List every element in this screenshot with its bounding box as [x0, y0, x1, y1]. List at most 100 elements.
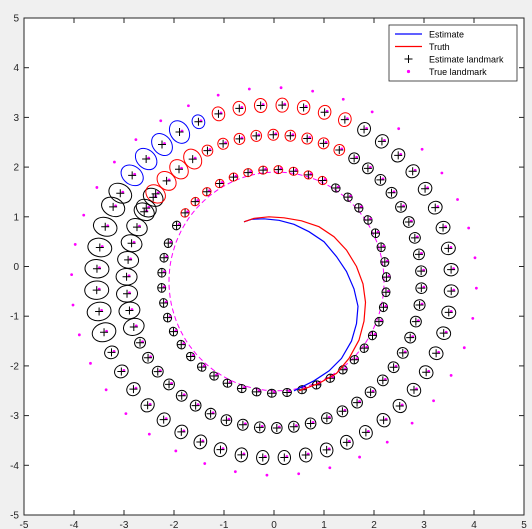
- true-landmark: [462, 346, 466, 350]
- estimate-landmark: [144, 353, 153, 362]
- covariance-ellipse: [428, 346, 444, 361]
- estimate-landmark: [244, 168, 253, 177]
- true-landmark: [358, 455, 361, 459]
- covariance-ellipse: [348, 152, 360, 165]
- covariance-ellipse: [362, 162, 374, 175]
- covariance-ellipse: [171, 220, 182, 231]
- covariance-ellipse: [211, 106, 226, 122]
- estimate-landmark: [280, 453, 289, 462]
- true-landmark: [89, 361, 92, 365]
- estimate-landmark: [127, 239, 136, 248]
- estimate-landmark: [235, 134, 244, 143]
- estimate-landmark: [153, 367, 162, 376]
- estimate-landmark: [186, 352, 195, 361]
- x-tick-label: -5: [20, 520, 29, 529]
- covariance-ellipse: [232, 100, 247, 116]
- estimate-landmark: [140, 207, 149, 216]
- covariance-ellipse: [380, 257, 390, 267]
- covariance-ellipse: [288, 420, 300, 433]
- estimate-landmark: [222, 416, 231, 425]
- covariance-ellipse: [364, 386, 377, 399]
- covariance-ellipse: [222, 378, 233, 388]
- estimate-landmark: [172, 221, 181, 230]
- estimate-landmark: [238, 420, 247, 429]
- estimate-landmark: [252, 131, 261, 140]
- estimate-landmark: [408, 167, 417, 176]
- estimate-landmark: [188, 155, 197, 164]
- truth-line: [243, 216, 367, 392]
- covariance-ellipse: [176, 339, 186, 350]
- estimate-landmark: [132, 223, 141, 232]
- true-landmark: [432, 399, 435, 403]
- estimate-landmark: [444, 244, 453, 253]
- estimate-landmark: [331, 183, 340, 192]
- estimate-landmark: [107, 348, 116, 357]
- covariance-ellipse: [331, 183, 341, 193]
- true-landmark: [385, 440, 389, 444]
- x-tick-label: -2: [170, 520, 179, 529]
- estimate-landmark: [342, 438, 351, 447]
- estimate-line: [243, 218, 359, 392]
- legend-label: Estimate landmark: [429, 55, 504, 65]
- estimate-landmark: [194, 117, 203, 126]
- estimate-landmark: [320, 108, 329, 117]
- covariance-ellipse: [214, 178, 225, 189]
- estimate-landmark: [203, 146, 212, 155]
- estimate-landmark: [223, 379, 232, 388]
- covariance-ellipse: [378, 302, 388, 313]
- covariance-ellipse: [409, 315, 422, 328]
- covariance-ellipse: [435, 220, 451, 235]
- covariance-ellipse: [392, 398, 407, 414]
- true-landmark: [134, 138, 138, 142]
- covariance-ellipse: [391, 148, 406, 163]
- covariance-ellipse: [186, 351, 196, 362]
- covariance-ellipse: [301, 132, 313, 145]
- covariance-ellipse: [236, 384, 247, 394]
- estimate-landmark: [376, 175, 385, 184]
- legend: Estimate Truth Estimate landmark True landm…: [388, 24, 518, 82]
- y-tick-label: -1: [10, 312, 19, 323]
- estimate-landmark: [394, 151, 403, 160]
- estimate-landmark: [258, 453, 267, 462]
- true-landmark: [279, 86, 283, 90]
- covariance-ellipse: [91, 322, 117, 343]
- true-landmark: [467, 226, 471, 230]
- estimate-landmark: [379, 416, 388, 425]
- covariance-ellipse: [395, 201, 407, 213]
- covariance-ellipse: [140, 398, 155, 413]
- estimate-landmark: [303, 134, 312, 143]
- estimate-landmark: [256, 101, 265, 110]
- covariance-ellipse: [151, 365, 164, 378]
- covariance-ellipse: [404, 331, 417, 344]
- true-landmark: [247, 87, 251, 91]
- estimate-landmark: [169, 327, 178, 336]
- true-landmark: [449, 373, 453, 377]
- estimate-landmark: [117, 367, 126, 376]
- estimate-landmark: [283, 388, 292, 397]
- y-tick-label: -3: [10, 411, 19, 422]
- y-tick-label: 3: [13, 113, 19, 124]
- covariance-ellipse: [436, 326, 452, 340]
- true-landmark: [70, 273, 74, 277]
- estimate-landmark: [410, 233, 419, 242]
- covariance-ellipse: [233, 132, 246, 145]
- true-landmark: [203, 462, 207, 465]
- estimate-landmark: [406, 333, 415, 342]
- trajectory-lines: [243, 216, 367, 392]
- estimate-landmark: [122, 272, 131, 281]
- covariance-ellipse: [163, 378, 175, 391]
- covariance-ellipse: [126, 382, 141, 397]
- covariance-ellipse: [135, 198, 157, 218]
- estimate-landmark: [422, 368, 431, 377]
- estimate-landmark: [338, 407, 347, 416]
- estimate-landmark: [259, 166, 268, 175]
- covariance-ellipse: [217, 137, 229, 150]
- estimate-landmark: [371, 229, 380, 238]
- covariance-ellipse: [213, 442, 228, 458]
- estimate-landmark: [272, 423, 281, 432]
- covariance-ellipse: [234, 447, 249, 463]
- covariance-ellipse: [134, 336, 146, 349]
- true-landmark: [265, 473, 269, 477]
- estimate-landmark: [143, 401, 152, 410]
- covariance-ellipse: [120, 164, 144, 187]
